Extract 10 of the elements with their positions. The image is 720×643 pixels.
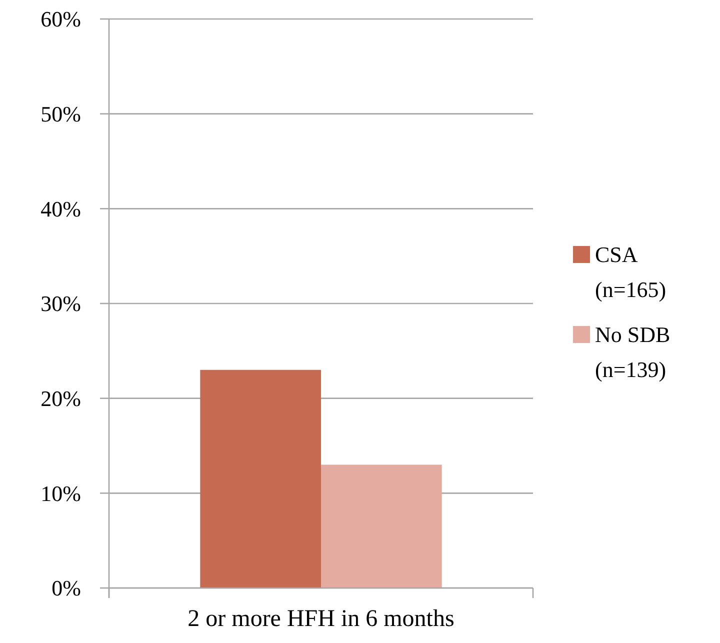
y-tick-label: 50% [40, 102, 81, 127]
legend-label: CSA (n=165) [595, 242, 666, 302]
legend-label: No SDB (n=139) [595, 322, 670, 382]
y-tick-label: 60% [40, 6, 81, 32]
y-tick-label: 30% [40, 291, 81, 316]
y-tick-label: 0% [52, 576, 81, 601]
y-tick-label: 20% [40, 386, 81, 412]
x-tick-label: 2 or more HFH in 6 months [188, 606, 454, 632]
y-tick-label: 10% [40, 480, 81, 506]
y-tick-label: 40% [40, 196, 81, 222]
